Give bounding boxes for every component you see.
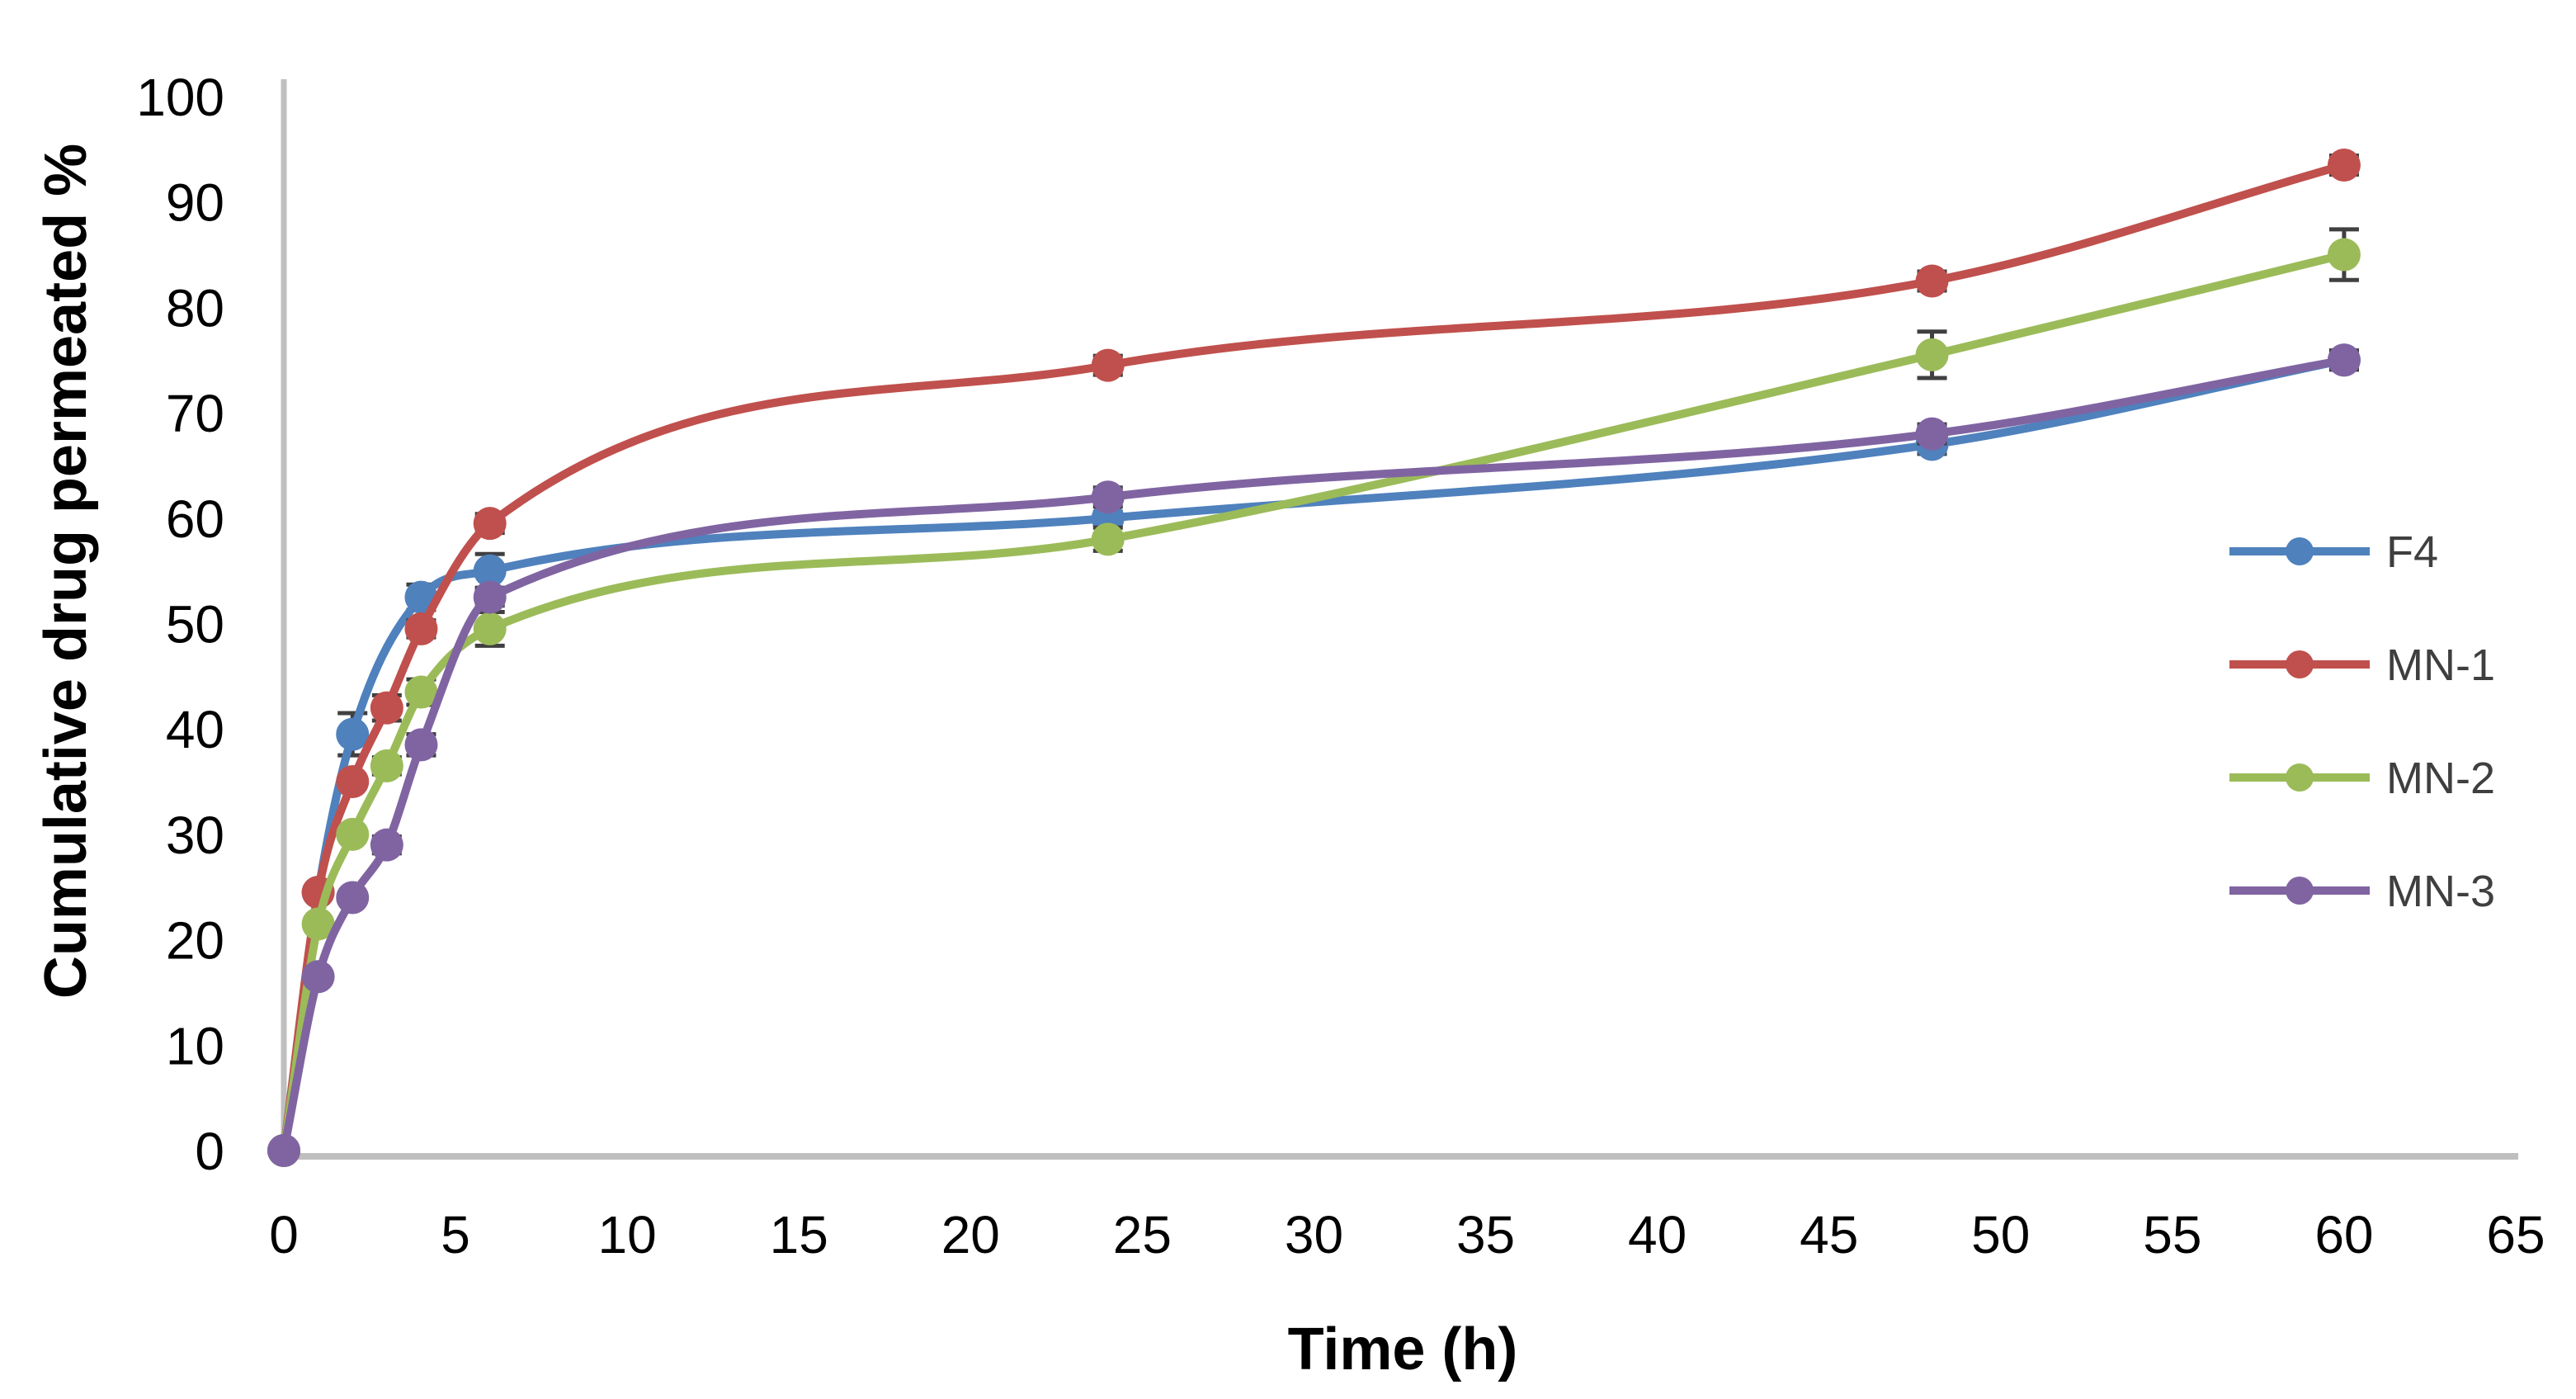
x-tick-label: 0 — [269, 1205, 299, 1264]
legend-marker-icon-mn2 — [2286, 763, 2314, 792]
y-tick-label: 50 — [166, 595, 224, 655]
y-tick-label: 10 — [166, 1016, 224, 1075]
x-tick-label: 60 — [2314, 1205, 2373, 1264]
x-tick-label: 25 — [1113, 1205, 1172, 1264]
x-tick-label: 5 — [441, 1205, 470, 1264]
data-point-marker-mn2 — [370, 749, 403, 782]
data-point-marker-mn1 — [2327, 149, 2361, 182]
data-point-marker-mn2 — [301, 907, 335, 941]
data-point-marker-mn2 — [404, 675, 438, 709]
data-point-marker-mn1 — [370, 691, 403, 725]
x-tick-label: 40 — [1628, 1205, 1687, 1264]
x-tick-label: 55 — [2143, 1205, 2201, 1264]
y-tick-label: 20 — [166, 911, 224, 971]
data-point-marker-mn1 — [473, 507, 507, 541]
series-line-mn2 — [280, 250, 2348, 1155]
series-line-mn1 — [280, 161, 2348, 1155]
data-point-marker-mn3 — [370, 828, 403, 862]
data-point-marker-mn1 — [1091, 348, 1125, 382]
y-tick-label: 100 — [136, 68, 224, 127]
x-tick-label: 15 — [770, 1205, 828, 1264]
data-point-marker-mn3 — [336, 881, 370, 915]
data-point-marker-mn3 — [301, 960, 335, 994]
data-point-marker-mn1 — [404, 612, 438, 645]
legend-label-mn1: MN-1 — [2386, 640, 2495, 690]
x-axis-title: Time (h) — [1287, 1316, 1518, 1382]
y-tick-label: 0 — [195, 1122, 224, 1181]
data-point-marker-mn2 — [473, 612, 507, 645]
x-tick-label: 65 — [2486, 1205, 2545, 1264]
x-tick-label: 30 — [1285, 1205, 1343, 1264]
data-point-marker-mn3 — [1091, 480, 1125, 514]
data-point-marker-f4 — [473, 554, 507, 588]
data-point-marker-mn3 — [1915, 417, 1949, 451]
data-point-marker-mn3 — [404, 728, 438, 762]
y-tick-label: 60 — [166, 489, 224, 549]
legend-marker-icon-f4 — [2286, 537, 2314, 565]
y-tick-label: 80 — [166, 278, 224, 338]
y-tick-label: 40 — [166, 700, 224, 759]
data-point-marker-mn3 — [473, 580, 507, 614]
data-point-marker-mn2 — [1091, 522, 1125, 556]
series-line-mn3 — [280, 356, 2348, 1155]
data-point-marker-mn1 — [336, 765, 370, 799]
legend-label-mn2: MN-2 — [2386, 754, 2495, 803]
x-tick-label: 50 — [1971, 1205, 2030, 1264]
legend-label-mn3: MN-3 — [2386, 867, 2495, 916]
x-tick-label: 10 — [598, 1205, 657, 1264]
y-axis-title: Cumulative drug permeated % — [33, 143, 99, 1000]
legend-marker-icon-mn3 — [2286, 877, 2314, 905]
data-point-marker-f4 — [336, 717, 370, 751]
y-tick-label: 30 — [166, 806, 224, 865]
data-point-marker-mn1 — [1915, 264, 1949, 298]
legend-marker-icon-mn1 — [2286, 650, 2314, 678]
data-point-marker-mn2 — [1915, 338, 1949, 371]
y-tick-label: 90 — [166, 173, 224, 233]
data-point-marker-mn3 — [2327, 343, 2361, 377]
y-tick-label: 70 — [166, 384, 224, 443]
x-tick-label: 20 — [941, 1205, 1000, 1264]
data-point-marker-mn3 — [267, 1134, 300, 1167]
data-point-marker-mn2 — [336, 817, 370, 851]
legend-label-f4: F4 — [2386, 527, 2438, 577]
x-tick-label: 45 — [1800, 1205, 1858, 1264]
x-tick-label: 35 — [1456, 1205, 1515, 1264]
data-point-marker-mn2 — [2327, 238, 2361, 272]
